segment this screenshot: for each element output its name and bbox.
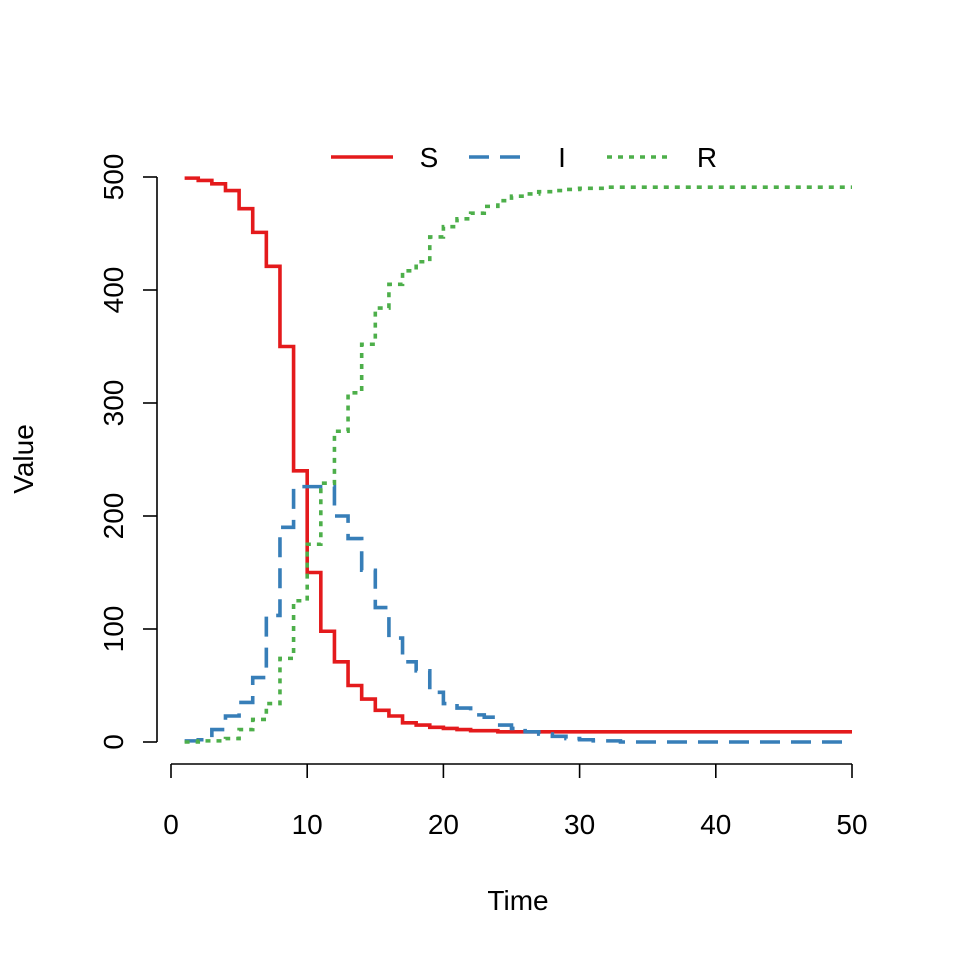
x-tick-label: 20 bbox=[428, 809, 459, 840]
x-axis-ticks: 0 10 20 30 40 50 bbox=[163, 764, 868, 840]
y-tick-label: 300 bbox=[98, 380, 129, 427]
x-tick-label: 10 bbox=[292, 809, 323, 840]
x-tick-label: 30 bbox=[564, 809, 595, 840]
y-axis-title: Value bbox=[8, 424, 39, 494]
series-line-s bbox=[184, 176, 852, 734]
y-tick-label: 200 bbox=[98, 493, 129, 540]
x-tick-label: 50 bbox=[836, 809, 867, 840]
x-tick-label: 40 bbox=[700, 809, 731, 840]
y-tick-label: 100 bbox=[98, 606, 129, 653]
legend-label-r: R bbox=[697, 142, 717, 173]
legend-label-s: S bbox=[420, 142, 439, 173]
y-tick-label: 500 bbox=[98, 154, 129, 201]
plot-series bbox=[184, 176, 852, 744]
legend-label-i: I bbox=[558, 142, 566, 173]
y-tick-label: 400 bbox=[98, 267, 129, 314]
x-tick-label: 0 bbox=[163, 809, 179, 840]
x-axis-title: Time bbox=[487, 885, 548, 916]
axes: 0 10 20 30 40 50 0 100 200 300 400 500 bbox=[98, 154, 868, 840]
y-axis-ticks: 0 100 200 300 400 500 bbox=[98, 154, 157, 750]
series-line-i bbox=[184, 484, 852, 744]
series-line-r bbox=[184, 185, 852, 744]
y-tick-label: 0 bbox=[98, 734, 129, 750]
